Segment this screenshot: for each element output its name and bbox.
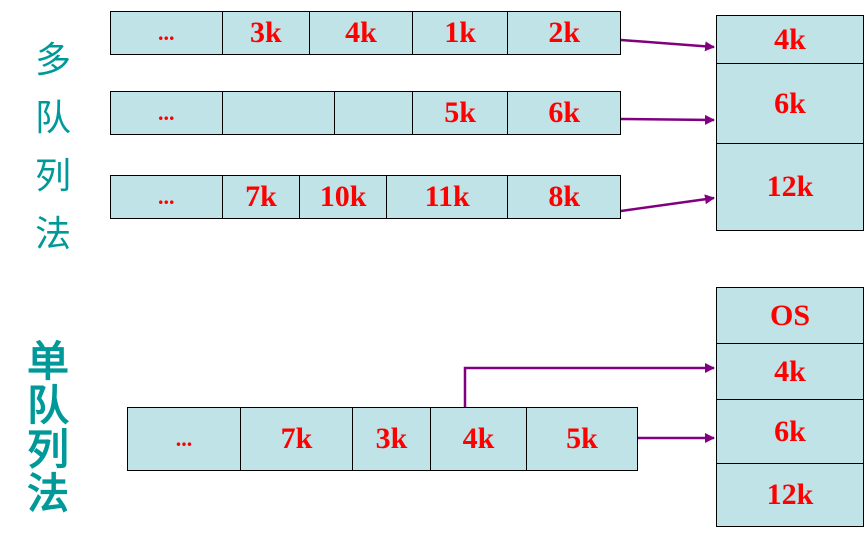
multi-queue-label: 多 队 列 法: [28, 32, 78, 264]
arrow-multi-2: [620, 114, 715, 125]
memory-block: 12k: [766, 170, 814, 203]
queue-cell: 1k: [413, 12, 509, 54]
arrow-multi-1: [620, 38, 715, 52]
label-char: 队: [34, 98, 71, 139]
single-memory: OS 4k 6k 12k: [716, 287, 864, 527]
multi-queue-1: ... 3k 4k 1k 2k: [110, 11, 621, 55]
queue-cell: 6k: [548, 96, 581, 129]
arrow-single-4k: [463, 363, 715, 407]
arrow-multi-3: [620, 194, 715, 213]
memory-block: 4k: [717, 344, 863, 400]
queue-cell: 10k: [300, 176, 387, 218]
multi-queue-2: ... 5k 6k: [110, 91, 621, 135]
queue-cell: ...: [111, 176, 223, 218]
queue-cell: [335, 92, 413, 134]
queue-cell: ...: [111, 92, 223, 134]
memory-block: 6k: [717, 64, 863, 144]
queue-cell: 4k: [310, 12, 413, 54]
memory-block: 12k: [766, 478, 814, 511]
label-char: 列: [34, 156, 71, 197]
memory-block: 6k: [717, 400, 863, 464]
queue-cell: [223, 92, 336, 134]
label-char: 法: [26, 469, 69, 518]
queue-cell: 3k: [223, 12, 311, 54]
queue-cell: 5k: [566, 422, 598, 455]
queue-cell: 8k: [548, 180, 581, 213]
queue-cell: 3k: [353, 408, 431, 470]
queue-cell: 7k: [241, 408, 353, 470]
queue-cell: 4k: [431, 408, 527, 470]
queue-cell: ...: [128, 408, 241, 470]
queue-cell: 11k: [387, 176, 509, 218]
queue-cell: 5k: [413, 92, 509, 134]
single-queue-label: 单 队 列 法: [18, 340, 78, 516]
label-char: 单: [26, 337, 69, 386]
label-char: 列: [26, 425, 69, 474]
label-char: 多: [34, 40, 71, 81]
multi-memory: 4k 6k 12k: [716, 15, 864, 231]
queue-cell: 2k: [548, 16, 581, 49]
single-queue: ... 7k 3k 4k 5k: [127, 407, 638, 471]
label-char: 队: [26, 381, 69, 430]
label-char: 法: [34, 214, 71, 255]
queue-cell: 7k: [223, 176, 301, 218]
multi-queue-3: ... 7k 10k 11k 8k: [110, 175, 621, 219]
queue-cell: ...: [111, 12, 223, 54]
memory-block: OS: [717, 288, 863, 344]
memory-block: 4k: [717, 16, 863, 64]
